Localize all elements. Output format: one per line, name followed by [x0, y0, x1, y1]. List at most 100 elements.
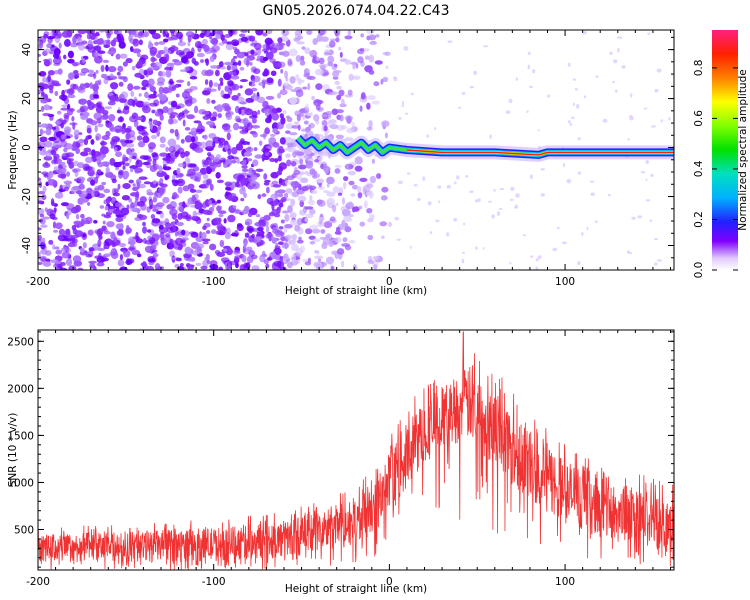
noise-blob: [335, 134, 344, 140]
noise-blob: [348, 180, 355, 186]
noise-blob: [210, 264, 219, 270]
noise-blob: [165, 233, 171, 238]
noise-speck: [572, 102, 575, 106]
noise-blob: [277, 193, 284, 198]
noise-blob: [315, 178, 325, 183]
noise-speck: [401, 104, 404, 108]
noise-blob: [80, 106, 86, 113]
noise-blob: [211, 45, 221, 52]
noise-blob: [39, 136, 48, 143]
noise-blob: [315, 99, 324, 105]
noise-blob: [216, 205, 222, 212]
noise-blob: [290, 254, 297, 262]
noise-blob: [165, 222, 171, 230]
noise-blob: [201, 110, 210, 115]
noise-blob: [217, 137, 226, 143]
noise-blob: [172, 174, 176, 181]
noise-blob: [323, 221, 333, 229]
noise-blob: [190, 127, 198, 135]
noise-blob: [251, 124, 261, 129]
noise-blob: [360, 33, 364, 38]
noise-speck: [508, 98, 513, 104]
noise-speck: [628, 115, 634, 118]
noise-blob: [67, 72, 75, 80]
noise-blob: [203, 44, 210, 52]
noise-blob: [71, 224, 77, 231]
noise-blob: [294, 224, 301, 232]
snr-plot-area: [38, 330, 674, 570]
noise-speck: [461, 258, 465, 264]
noise-speck: [656, 259, 663, 262]
noise-blob: [263, 131, 267, 140]
noise-blob: [250, 83, 256, 87]
noise-blob: [131, 30, 137, 35]
noise-blob: [194, 247, 203, 254]
spectrogram-ylabel: Frequency (Hz): [7, 110, 19, 189]
noise-blob: [162, 49, 172, 54]
noise-blob: [118, 81, 124, 87]
noise-blob: [187, 34, 192, 43]
noise-blob: [94, 55, 103, 64]
noise-blob: [130, 90, 135, 97]
noise-blob: [318, 183, 322, 188]
noise-blob: [335, 37, 340, 43]
noise-blob: [39, 41, 44, 49]
noise-blob: [206, 178, 212, 186]
noise-blob: [119, 139, 125, 144]
noise-blob: [366, 35, 371, 41]
noise-blob: [296, 248, 304, 256]
noise-blob: [236, 223, 243, 228]
noise-blob: [153, 99, 160, 107]
noise-blob: [158, 41, 166, 45]
noise-blob: [226, 227, 231, 235]
noise-blob: [253, 75, 261, 83]
noise-blob: [207, 152, 212, 157]
noise-blob: [151, 134, 158, 140]
noise-blob: [53, 155, 58, 164]
noise-speck: [491, 214, 495, 219]
noise-blob: [268, 255, 272, 261]
noise-blob: [42, 76, 47, 84]
noise-blob: [115, 128, 121, 133]
noise-blob: [167, 138, 177, 147]
noise-blob: [201, 238, 211, 242]
noise-blob: [342, 181, 347, 190]
noise-speck: [540, 168, 546, 171]
noise-blob: [225, 186, 232, 191]
noise-speck: [498, 207, 503, 210]
noise-blob: [72, 168, 78, 173]
noise-blob: [289, 239, 296, 244]
noise-blob: [122, 165, 126, 170]
noise-speck: [404, 112, 409, 115]
noise-blob: [274, 158, 279, 163]
noise-blob: [290, 243, 299, 252]
noise-blob: [122, 122, 126, 130]
noise-blob: [296, 41, 305, 45]
noise-blob: [134, 216, 143, 221]
noise-speck: [483, 45, 488, 48]
noise-blob: [99, 109, 106, 114]
snr-xlabel: Height of straight line (km): [285, 583, 427, 595]
noise-blob: [97, 123, 104, 128]
noise-blob: [300, 128, 307, 132]
noise-blob: [86, 127, 92, 134]
noise-blob: [168, 146, 176, 153]
noise-blob: [83, 138, 89, 146]
noise-blob: [195, 262, 202, 267]
noise-blob: [56, 168, 66, 174]
noise-blob: [107, 100, 116, 106]
noise-blob: [360, 92, 366, 100]
noise-blob: [320, 107, 324, 111]
noise-blob: [286, 159, 292, 167]
noise-speck: [607, 193, 611, 197]
noise-blob: [189, 142, 198, 150]
noise-speck: [392, 76, 396, 80]
noise-blob: [374, 60, 383, 65]
noise-blob: [149, 86, 156, 93]
noise-blob: [53, 203, 58, 207]
noise-blob: [264, 37, 273, 45]
noise-blob: [240, 36, 249, 42]
noise-speck: [567, 120, 571, 124]
noise-blob: [217, 231, 226, 236]
